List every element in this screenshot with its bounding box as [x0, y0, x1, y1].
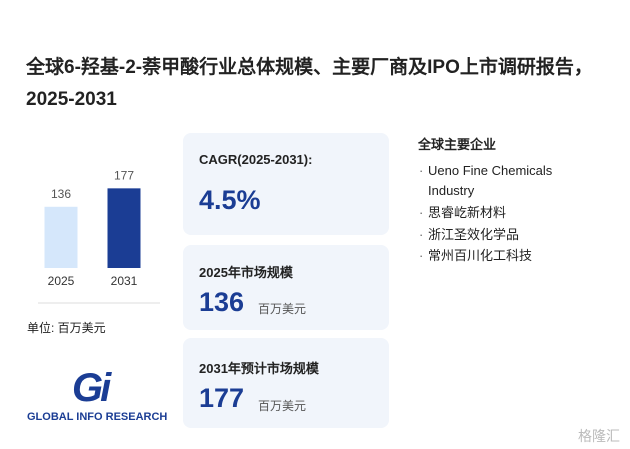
card-unit: 百万美元 [258, 302, 307, 316]
card: 2025年市场规模 136 百万美元 [183, 245, 389, 330]
watermark: 格隆汇 [578, 428, 620, 444]
card: 2031年预计市场规模 177 百万美元 [183, 338, 389, 428]
card-label: 2025年市场规模 [199, 265, 293, 280]
card-unit: 百万美元 [258, 399, 307, 413]
x-tick-label: 2025 [48, 274, 75, 288]
logo-mark: Gi [72, 366, 111, 410]
company: Ueno Fine Chemicals Industry [419, 161, 578, 201]
card-label: CAGR(2025-2031): [199, 152, 313, 167]
card-label: 2031年预计市场规模 [199, 361, 319, 376]
card-value: 4.5% [199, 185, 261, 215]
card-value: 177 [199, 383, 245, 413]
logo-text: GLOBAL INFO RESEARCH [27, 411, 168, 423]
company: 常州百川化工科技 [419, 246, 578, 266]
title: 全球6-羟基-2-萘甲酸行业总体规模、主要厂商及IPO上市调研报告，2025-2… [26, 57, 593, 110]
bar [107, 188, 141, 268]
card: CAGR(2025-2031): 4.5% [183, 133, 389, 235]
unit-note: 单位: 百万美元 [27, 321, 106, 335]
companies-title: 全球主要企业 [418, 137, 497, 152]
company: 浙江圣效化学品 [419, 225, 578, 245]
company: 思睿屹新材料 [419, 203, 578, 223]
bar [44, 206, 78, 268]
card-value: 136 [199, 287, 245, 317]
x-tick-label: 2031 [111, 274, 138, 288]
value-label: 136 [51, 187, 71, 201]
value-label: 177 [114, 168, 134, 182]
